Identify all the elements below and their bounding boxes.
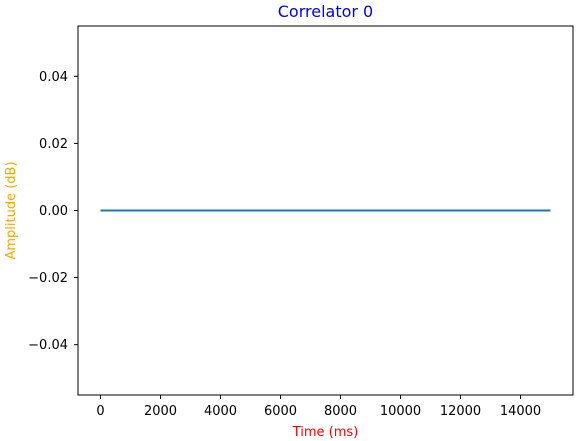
- x-tick-label: 2000: [144, 404, 177, 419]
- chart-title: Correlator 0: [278, 2, 373, 21]
- x-tick-label: 14000: [500, 404, 541, 419]
- x-tick-label: 4000: [204, 404, 237, 419]
- x-axis-label: Time (ms): [292, 425, 359, 440]
- x-tick-label: 10000: [380, 404, 421, 419]
- y-tick-label: 0.02: [39, 137, 68, 152]
- x-tick-label: 6000: [264, 404, 297, 419]
- y-tick-label: 0.00: [39, 204, 68, 219]
- x-tick-label: 0: [96, 404, 104, 419]
- y-tick-label: −0.04: [28, 338, 68, 353]
- x-tick-label: 12000: [440, 404, 481, 419]
- y-tick-label: 0.04: [39, 70, 68, 85]
- y-axis-label: Amplitude (dB): [4, 161, 19, 259]
- y-tick-label: −0.02: [28, 271, 68, 286]
- x-tick-label: 8000: [324, 404, 357, 419]
